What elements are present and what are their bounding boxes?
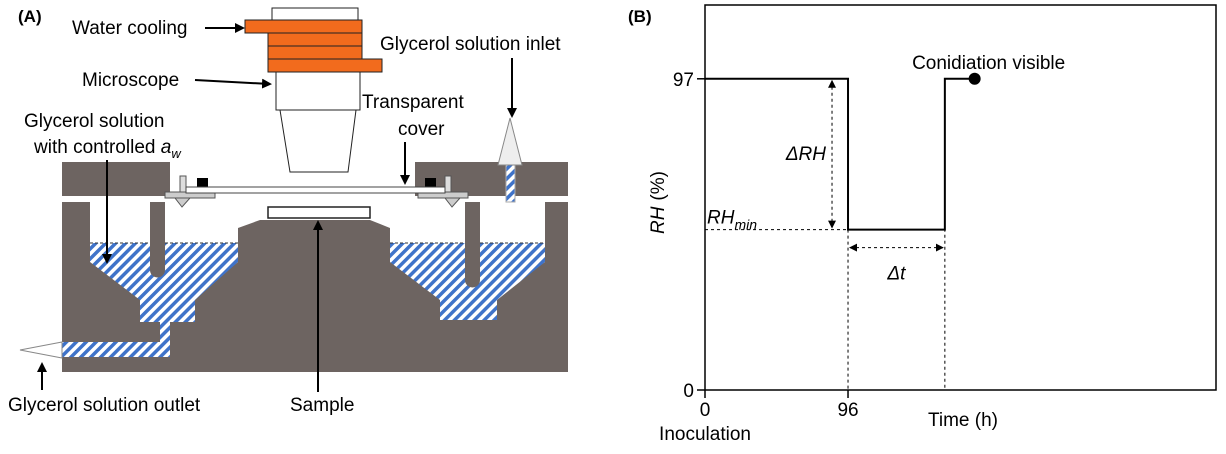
- transparent-cover: [185, 186, 446, 194]
- plot-frame: [704, 4, 1217, 391]
- panel-label: (B): [628, 7, 652, 26]
- label: cover: [398, 119, 445, 140]
- panel-label: (A): [18, 7, 42, 26]
- pillar: [465, 202, 480, 288]
- cooling-plate: [267, 45, 363, 60]
- y-axis-label: (%): [648, 171, 669, 201]
- objective: [275, 71, 361, 111]
- cooling-plate: [244, 19, 363, 34]
- chart-b: (B) 0 97 0 96 Inoculation Time (h) RH (%) Conidi…: [628, 4, 1217, 445]
- label: Transparent: [362, 92, 464, 113]
- series-line: [705, 77, 975, 231]
- y-tick-label: 0: [683, 381, 694, 402]
- label: Sample: [290, 395, 354, 416]
- clamp: [179, 175, 187, 193]
- label: Glycerol solution outlet: [8, 395, 201, 416]
- label: Glycerol solution inlet: [380, 34, 561, 55]
- y-tick-label: 97: [673, 70, 694, 91]
- cooling-plate: [267, 32, 363, 47]
- holder: [443, 197, 462, 208]
- x-tick-label: 96: [837, 400, 858, 421]
- annotation: RHmin: [707, 208, 757, 233]
- annotation: RH: [707, 208, 735, 229]
- label: a: [161, 137, 172, 158]
- outlet-nozzle: [19, 341, 63, 359]
- annotation: min: [734, 217, 757, 233]
- y-axis-label: RH (%): [648, 171, 669, 234]
- inlet-nozzle: [497, 117, 523, 166]
- holder: [173, 197, 192, 208]
- arrow: [194, 78, 272, 89]
- cooling-plate: [267, 58, 383, 73]
- housing: [62, 162, 170, 196]
- seal: [197, 178, 208, 188]
- y-axis-label: RH: [648, 206, 669, 234]
- end-marker: [968, 72, 981, 85]
- objective: [271, 7, 359, 21]
- label: w: [171, 146, 182, 161]
- label: with controlled: [33, 137, 155, 158]
- label: Water cooling: [72, 18, 187, 39]
- x-tick-label: 0: [700, 400, 711, 421]
- objective: [279, 109, 357, 173]
- clamp: [444, 175, 452, 193]
- label: Microscope: [82, 70, 179, 91]
- label: with controlled aw: [33, 137, 182, 161]
- label: Glycerol solution: [24, 111, 164, 132]
- pillar: [150, 202, 165, 278]
- x-axis-label: Time (h): [928, 410, 998, 431]
- sample: [267, 206, 371, 219]
- seal: [425, 178, 436, 188]
- annotation: Δt: [886, 264, 906, 285]
- solution: [62, 243, 238, 357]
- diagram-a: (A) Wa: [8, 7, 568, 416]
- x-note: Inoculation: [659, 424, 751, 445]
- annotation: Conidiation visible: [912, 53, 1065, 74]
- annotation: ΔRH: [785, 144, 826, 165]
